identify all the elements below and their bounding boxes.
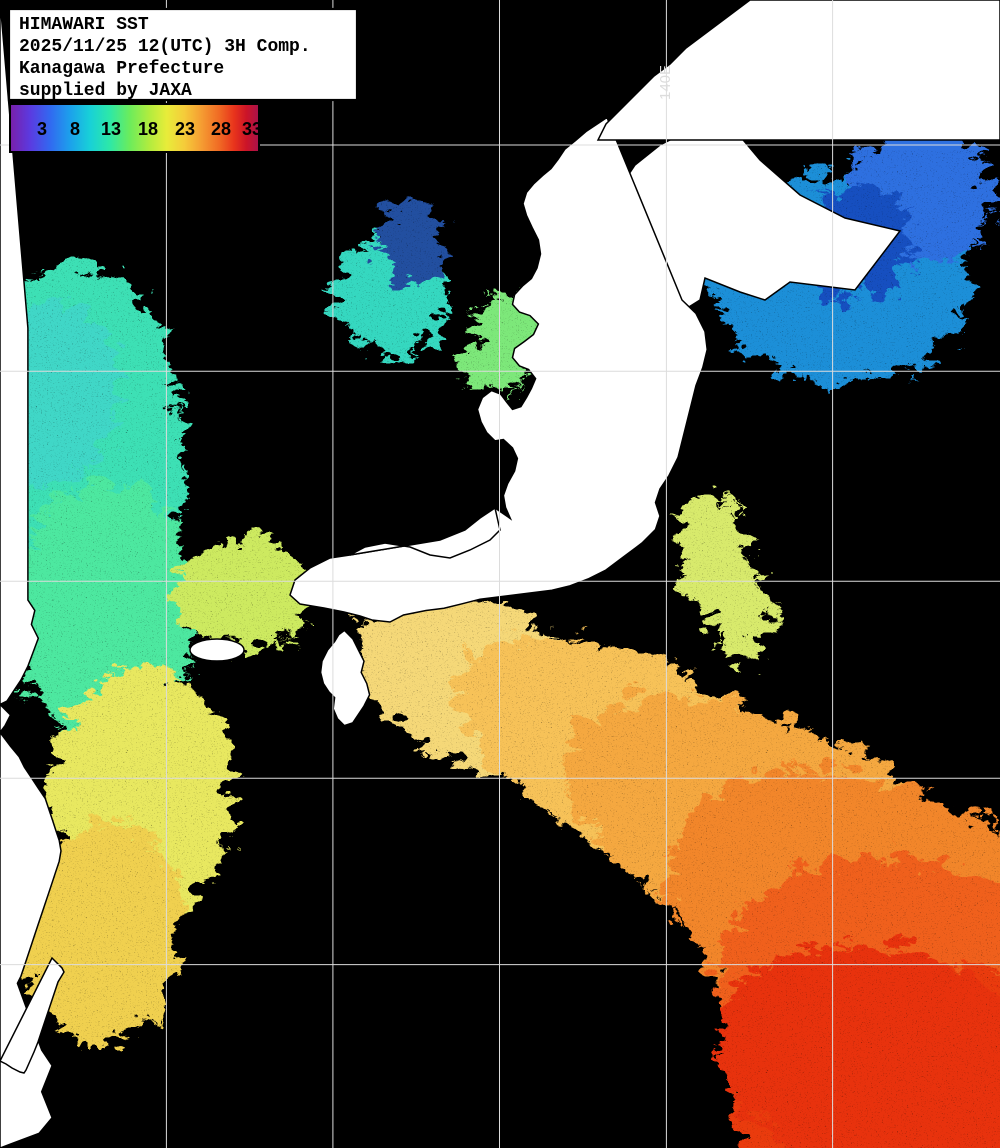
- svg-text:supplied by JAXA: supplied by JAXA: [19, 81, 192, 101]
- svg-text:28: 28: [211, 119, 231, 139]
- svg-text:140E: 140E: [657, 65, 674, 100]
- svg-text:23: 23: [175, 119, 195, 139]
- svg-text:2025/11/25 12(UTC) 3H Comp.: 2025/11/25 12(UTC) 3H Comp.: [19, 37, 311, 57]
- svg-text:Kanagawa Prefecture: Kanagawa Prefecture: [19, 59, 224, 79]
- svg-text:3: 3: [37, 119, 47, 139]
- svg-text:HIMAWARI SST: HIMAWARI SST: [19, 15, 149, 35]
- svg-text:8: 8: [70, 119, 80, 139]
- svg-text:33: 33: [242, 119, 262, 139]
- svg-text:18: 18: [138, 119, 158, 139]
- svg-text:13: 13: [101, 119, 121, 139]
